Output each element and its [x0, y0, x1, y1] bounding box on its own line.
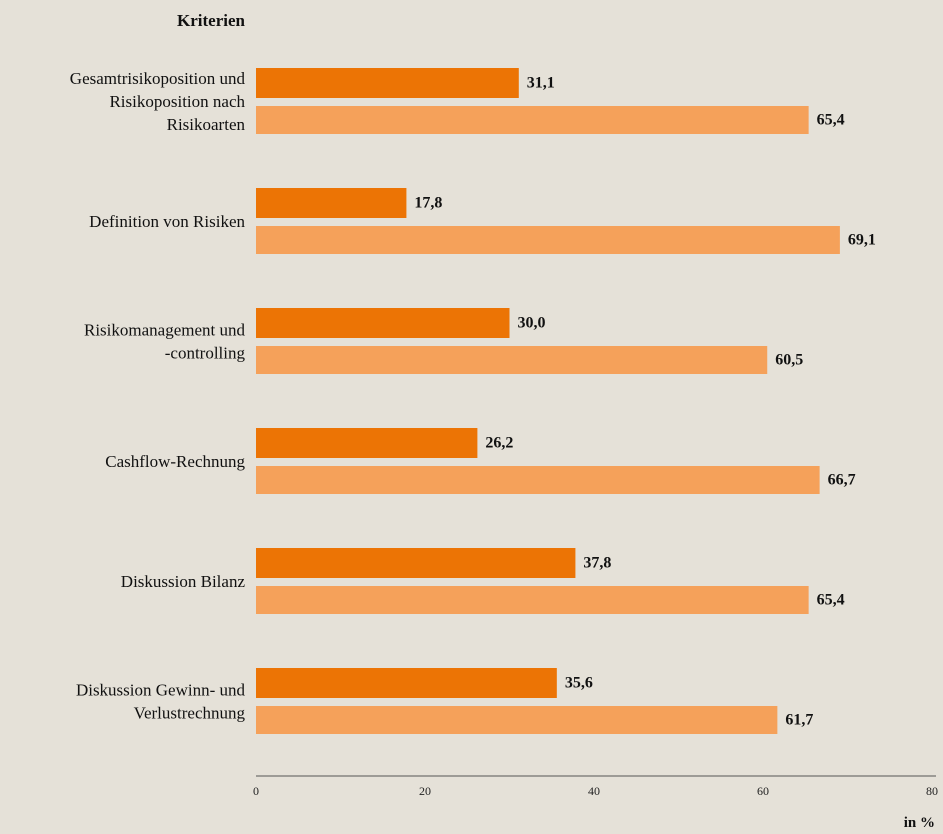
chart-title: Kriterien	[177, 11, 246, 30]
value-label: 35,6	[565, 675, 593, 692]
category-label: Diskussion Bilanz	[121, 572, 246, 591]
value-label: 69,1	[848, 232, 876, 249]
category-label: Diskussion Gewinn- und Verlustrechnung	[76, 681, 246, 723]
bar	[256, 106, 809, 134]
value-label: 65,4	[817, 592, 845, 609]
bar	[256, 548, 576, 578]
bar	[256, 706, 778, 734]
x-tick-label: 60	[757, 784, 769, 798]
value-label: 60,5	[775, 352, 803, 369]
value-label: 66,7	[828, 472, 856, 489]
category-label: Definition von Risiken	[89, 212, 245, 231]
x-tick-label: 80	[926, 784, 938, 798]
bar	[256, 668, 557, 698]
bar	[256, 68, 519, 98]
value-label: 37,8	[583, 555, 611, 572]
bar	[256, 188, 407, 218]
value-label: 31,1	[527, 75, 555, 92]
x-axis-label: in %	[904, 815, 935, 831]
x-tick-label: 40	[588, 784, 600, 798]
category-label: Cashflow-Rechnung	[105, 452, 245, 471]
category-label: Gesamtrisikoposition und Risikoposition n…	[70, 69, 246, 134]
bar	[256, 308, 510, 338]
value-label: 26,2	[485, 435, 513, 452]
value-label: 30,0	[518, 315, 546, 332]
category-label: Risikomanagement und -controlling	[84, 321, 246, 363]
bar	[256, 346, 768, 374]
value-label: 17,8	[414, 195, 442, 212]
value-label: 65,4	[817, 112, 845, 129]
bar	[256, 428, 478, 458]
x-tick-label: 0	[253, 784, 259, 798]
bar	[256, 586, 809, 614]
bar	[256, 226, 840, 254]
bar	[256, 466, 820, 494]
value-label: 61,7	[785, 712, 813, 729]
x-tick-label: 20	[419, 784, 431, 798]
